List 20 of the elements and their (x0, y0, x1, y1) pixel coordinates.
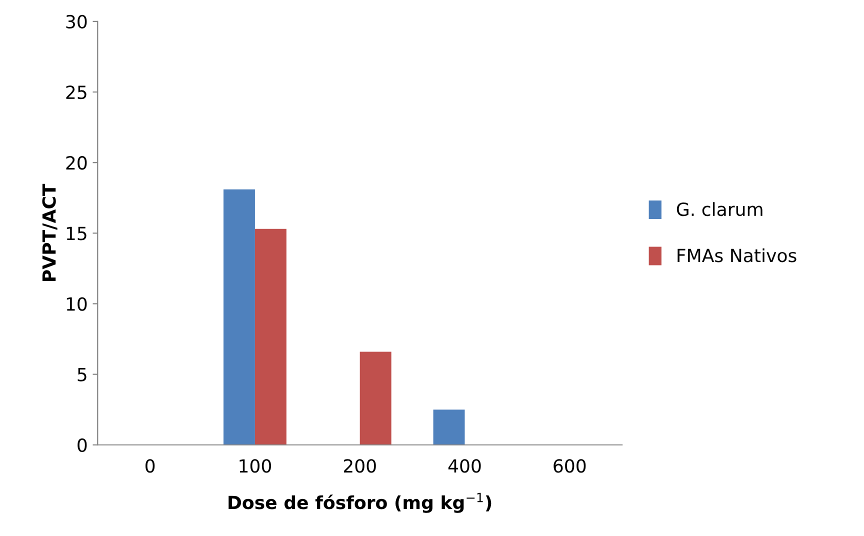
y-tick-label: 25 (66, 85, 86, 100)
y-tick-label: 5 (78, 368, 86, 382)
x-tick-label: 100 (240, 459, 271, 473)
x-axis-title: Dose de fósforo (mg kg$^{−1}$) (228, 492, 492, 513)
bar (224, 189, 255, 445)
bar (360, 352, 392, 445)
legend-label: FMAs Nativos (678, 248, 796, 262)
bar (433, 410, 465, 445)
legend-label: G. clarum (676, 202, 762, 216)
y-tick-label: 15 (66, 226, 86, 240)
x-tick-label: 200 (344, 459, 376, 473)
y-tick-label: 20 (66, 156, 87, 170)
y-tick-label: 10 (66, 297, 87, 311)
x-tick-label: 600 (554, 459, 586, 473)
y-axis-title: PVPT/ACT (42, 184, 58, 281)
y-tick-label: 30 (66, 14, 87, 29)
x-tick-label: 400 (448, 459, 481, 473)
x-tick-label: 0 (146, 459, 155, 473)
y-tick-label: 0 (78, 438, 87, 452)
bar (254, 228, 286, 445)
